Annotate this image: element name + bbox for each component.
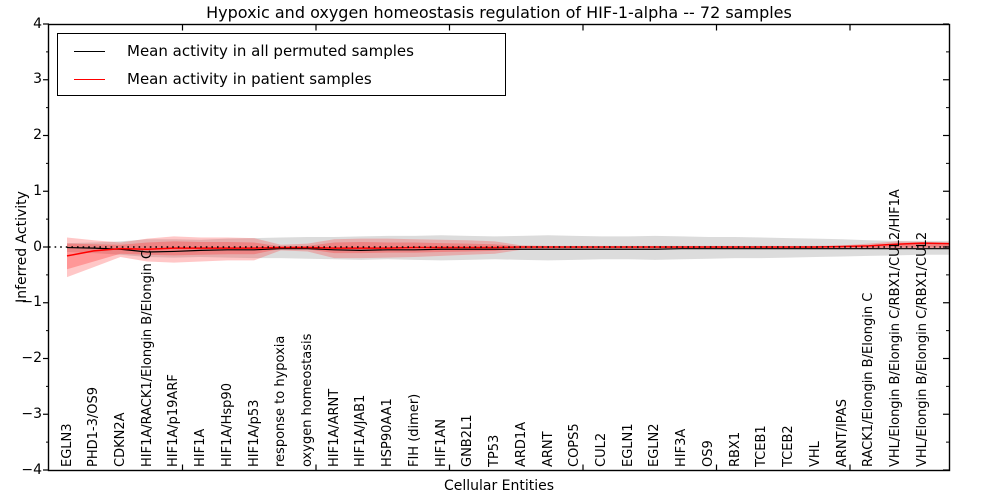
legend-item: Mean activity in all permuted samples bbox=[58, 37, 505, 65]
x-tick-label: HIF1A/ARNT bbox=[326, 388, 342, 467]
x-tick-label: VHL bbox=[807, 441, 823, 467]
y-tick-label: 2 bbox=[33, 127, 42, 143]
x-tick-label: HIF3A bbox=[674, 428, 690, 467]
x-tick-label: HIF1A/JAB1 bbox=[353, 394, 369, 467]
x-tick-label: CUL2 bbox=[594, 432, 610, 467]
legend-label: Mean activity in all permuted samples bbox=[127, 42, 414, 60]
x-tick-label: PHD1-3/OS9 bbox=[86, 387, 102, 467]
x-tick-label: CDKN2A bbox=[112, 412, 128, 467]
x-tick-label: VHL/Elongin B/Elongin C/RBX1/CUL2/HIF1A bbox=[888, 189, 904, 467]
x-tick-label: OS9 bbox=[700, 440, 716, 467]
x-tick-label: HIF1A/RACK1/Elongin B/Elongin C bbox=[139, 250, 155, 467]
y-tick-label: −4 bbox=[21, 461, 42, 478]
chart-title: Hypoxic and oxygen homeostasis regulatio… bbox=[206, 3, 792, 22]
x-tick-label: RACK1/Elongin B/Elongin C bbox=[861, 292, 877, 467]
permuted-mean-line bbox=[66, 246, 949, 253]
x-tick-label: TP53 bbox=[487, 434, 503, 467]
x-tick-label: EGLN2 bbox=[647, 423, 663, 467]
x-tick-label: ARNT/IPAS bbox=[834, 399, 850, 467]
x-tick-label: HIF1A/Hsp90 bbox=[219, 383, 235, 467]
y-tick-label: −1 bbox=[21, 294, 42, 311]
patient-mean-line bbox=[66, 242, 950, 257]
legend-label: Mean activity in patient samples bbox=[127, 70, 372, 88]
legend-item: Mean activity in patient samples bbox=[58, 65, 505, 93]
y-tick-label: −2 bbox=[21, 350, 42, 366]
x-tick-label: ARD1A bbox=[513, 421, 529, 467]
legend: Mean activity in all permuted samples Me… bbox=[57, 33, 506, 96]
x-tick-label: HIF1A/p53 bbox=[246, 399, 262, 467]
y-tick-label: 3 bbox=[33, 71, 42, 88]
y-tick-label: 1 bbox=[33, 182, 42, 199]
y-tick-label: −3 bbox=[21, 405, 42, 422]
x-tick-label: GNB2L1 bbox=[460, 414, 476, 467]
legend-line-permuted bbox=[74, 50, 105, 52]
x-tick-label: COPS5 bbox=[567, 423, 583, 467]
y-tick-label: 0 bbox=[33, 238, 42, 255]
x-tick-label: VHL/Elongin B/Elongin C/RBX1/CUL2 bbox=[914, 231, 930, 467]
y-tick-label: 4 bbox=[33, 15, 42, 32]
x-tick-label: HIF1A bbox=[193, 428, 209, 467]
x-tick-label: FIH (dimer) bbox=[406, 393, 422, 467]
x-axis-label: Cellular Entities bbox=[443, 478, 555, 494]
x-tick-label: EGLN1 bbox=[620, 423, 636, 467]
x-tick-label: ARNT bbox=[540, 431, 556, 467]
x-tick-label: TCEB2 bbox=[781, 425, 797, 467]
x-tick-label: EGLN3 bbox=[59, 423, 75, 467]
x-tick-label: HIF1A/p19ARF bbox=[166, 374, 182, 467]
x-tick-label: response to hypoxia bbox=[273, 335, 289, 467]
x-tick-label: HIF1AN bbox=[433, 419, 449, 467]
x-tick-label: RBX1 bbox=[727, 431, 743, 467]
x-tick-label: oxygen homeostasis bbox=[300, 333, 316, 467]
x-tick-label: TCEB1 bbox=[754, 425, 770, 467]
x-tick-label: HSP90AA1 bbox=[380, 398, 396, 467]
legend-line-patient bbox=[74, 78, 105, 80]
